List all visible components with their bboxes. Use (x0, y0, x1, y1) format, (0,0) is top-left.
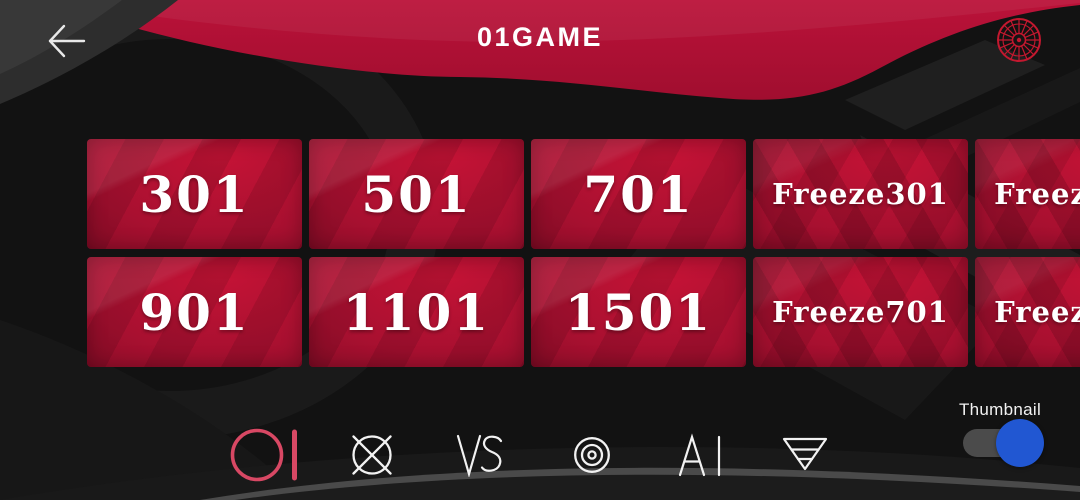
game-grid: 301 501 701 Freeze301 Freeze501 901 1101… (87, 139, 1080, 367)
funnel-icon (782, 437, 828, 471)
toggle-knob-icon (996, 419, 1044, 467)
arrow-left-icon (48, 24, 86, 57)
dartboard-icon (997, 18, 1041, 62)
ai-letters-icon (678, 433, 721, 477)
game-tile-901[interactable]: 901 (87, 257, 302, 367)
tab-ai[interactable] (678, 433, 724, 480)
game-tile-701[interactable]: 701 (531, 139, 746, 249)
game-tile-1501[interactable]: 1501 (531, 257, 746, 367)
dartboard-button[interactable] (994, 15, 1044, 65)
game-tile-1101[interactable]: 1101 (309, 257, 524, 367)
tile-label: 701 (583, 164, 694, 224)
zero-one-icon (230, 428, 297, 482)
thumbnail-toggle[interactable] (963, 419, 1044, 467)
tile-label: Freeze701 (772, 295, 949, 329)
tile-label: 501 (361, 164, 472, 224)
tab-more-games[interactable] (782, 437, 828, 474)
game-tile-freeze701[interactable]: Freeze701 (753, 257, 968, 367)
game-tile-501[interactable]: 501 (309, 139, 524, 249)
game-tile-freeze301[interactable]: Freeze301 (753, 139, 968, 249)
tile-label: Freeze301 (772, 177, 949, 211)
tab-01-games[interactable] (230, 426, 302, 487)
game-tile-301[interactable]: 301 (87, 139, 302, 249)
bullseye-icon (574, 437, 610, 473)
game-tile-freeze501[interactable]: Freeze501 (975, 139, 1080, 249)
tile-label: 1101 (342, 282, 491, 342)
tile-label: Freeze501 (994, 177, 1080, 211)
tile-label: 1501 (564, 282, 713, 342)
tab-target[interactable] (572, 435, 612, 478)
tab-versus[interactable] (455, 433, 505, 480)
tab-cricket[interactable] (348, 431, 396, 482)
thumbnail-label: Thumbnail (958, 400, 1042, 419)
tile-label: 901 (139, 282, 250, 342)
tile-label: 301 (139, 164, 250, 224)
vs-letters-icon (456, 434, 503, 478)
thumbnail-control: Thumbnail (940, 400, 1060, 467)
back-button[interactable] (40, 16, 92, 68)
page-title: 01GAME (476, 22, 604, 52)
game-tile-freeze901[interactable]: Freeze901 (975, 257, 1080, 367)
tile-label: Freeze901 (994, 295, 1080, 329)
circle-x-icon (352, 435, 392, 475)
